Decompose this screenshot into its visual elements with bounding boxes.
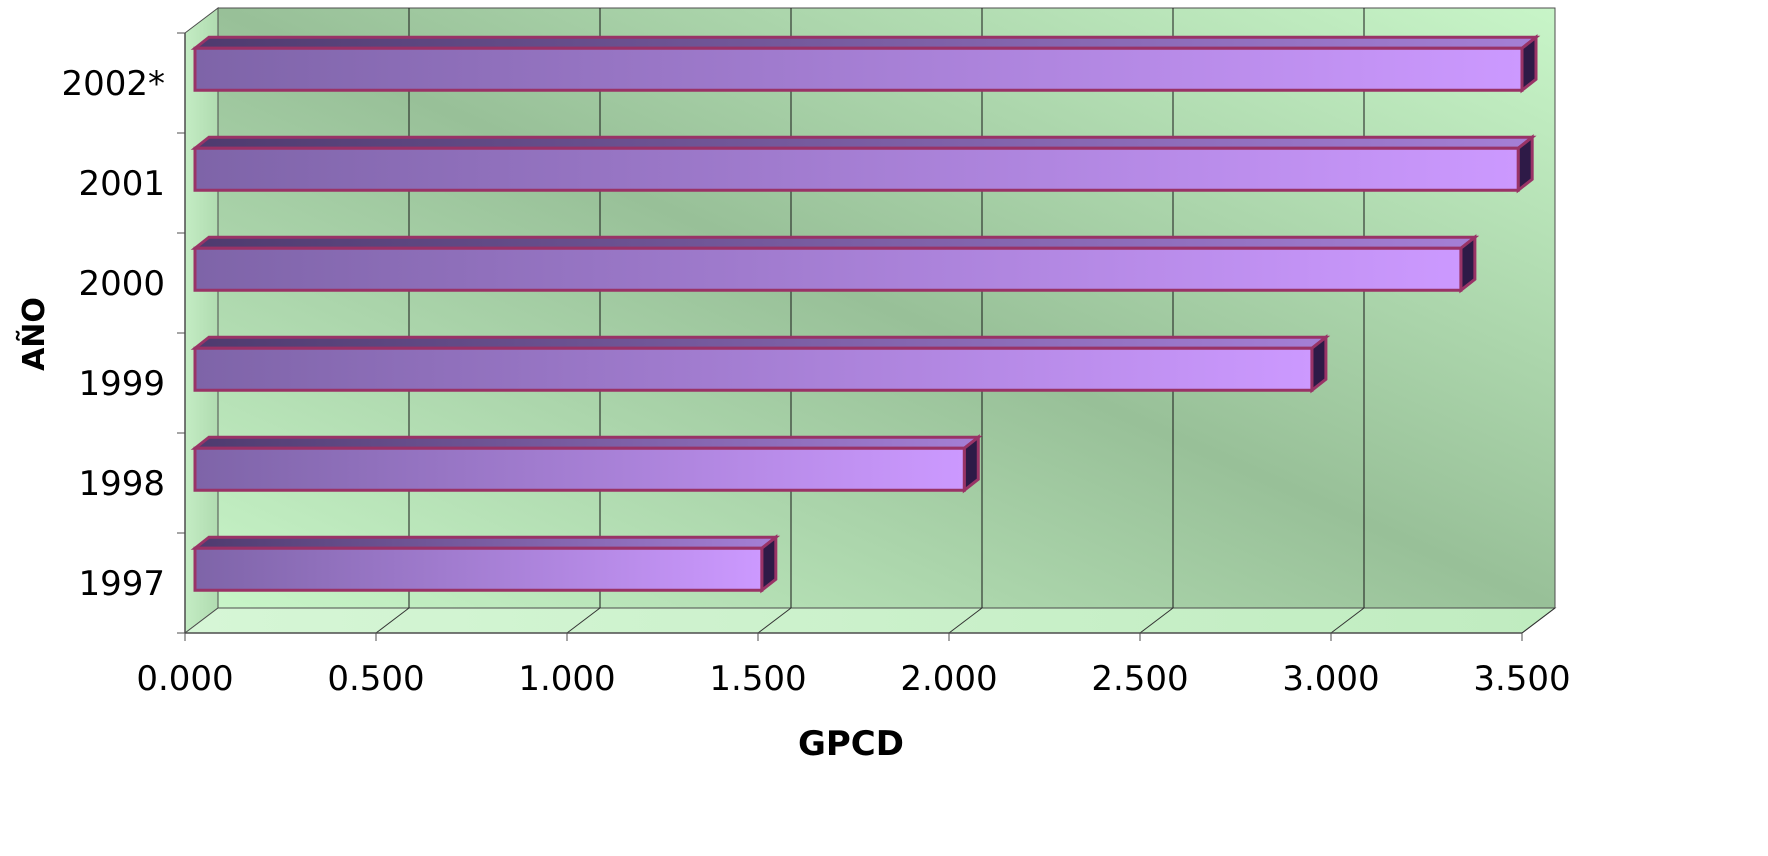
y-axis-title: AÑO bbox=[15, 297, 52, 371]
bar-2000 bbox=[190, 234, 1480, 294]
bar-top-face bbox=[190, 135, 1537, 150]
bar-end-face bbox=[760, 534, 778, 594]
bar-end-face bbox=[1516, 134, 1534, 194]
x-tick-label: 1.000 bbox=[518, 659, 615, 699]
floor-gridline bbox=[1330, 607, 1365, 634]
floor-gridline bbox=[1139, 607, 1174, 634]
plot-walls bbox=[183, 6, 1557, 635]
x-tick-label: 0.000 bbox=[136, 659, 233, 699]
bar-front-face bbox=[193, 546, 764, 592]
bar-front-face bbox=[193, 146, 1520, 192]
gridlines bbox=[375, 8, 1556, 634]
bar-front-face bbox=[193, 446, 966, 492]
bar-top-face bbox=[190, 535, 781, 550]
floor-gridline bbox=[948, 607, 983, 634]
bar-end-face bbox=[962, 434, 980, 494]
bar-top-face bbox=[190, 435, 983, 450]
bar-top-face bbox=[190, 235, 1480, 250]
bar-end-face bbox=[1520, 34, 1538, 94]
x-tick-label: 0.500 bbox=[327, 659, 424, 699]
x-tick-labels: 0.000 0.500 1.000 1.500 2.000 2.500 3.000 3.500 bbox=[136, 633, 1571, 699]
bar-top-face bbox=[190, 35, 1541, 50]
x-tick-label: 3.000 bbox=[1282, 659, 1379, 699]
x-axis-title: GPCD bbox=[798, 724, 904, 764]
back-wall bbox=[217, 7, 1556, 609]
bar-1997 bbox=[190, 534, 781, 594]
y-tick-label: 1998 bbox=[78, 464, 165, 504]
y-axis-ticks bbox=[177, 32, 185, 634]
y-tick-label: 1999 bbox=[78, 364, 165, 404]
x-tick-label: 2.500 bbox=[1091, 659, 1188, 699]
bar-end-face bbox=[1459, 234, 1477, 294]
bar-2001 bbox=[190, 134, 1537, 194]
y-tick-label: 2002* bbox=[61, 64, 165, 104]
y-tick-label: 2000 bbox=[78, 264, 165, 304]
x-tick-label: 1.500 bbox=[709, 659, 806, 699]
bar-front-face bbox=[193, 346, 1314, 392]
floor-gridline bbox=[566, 607, 601, 634]
x-tick-label: 3.500 bbox=[1473, 659, 1570, 699]
plot-floor bbox=[183, 607, 1557, 634]
bar-top-face bbox=[190, 335, 1331, 350]
bar-end-face bbox=[1310, 334, 1328, 394]
floor-gridline bbox=[757, 607, 792, 634]
bar-1999 bbox=[190, 334, 1331, 394]
y-tick-labels: 1997 1998 1999 2000 2001 2002* bbox=[61, 64, 165, 604]
bars bbox=[190, 34, 1541, 594]
y-tick-label: 1997 bbox=[78, 564, 165, 604]
floor-gridline bbox=[375, 607, 410, 634]
y-tick-label: 2001 bbox=[78, 164, 165, 204]
bar-front-face bbox=[193, 246, 1463, 292]
bar-2002* bbox=[190, 34, 1541, 94]
bar-front-face bbox=[193, 46, 1524, 92]
x-tick-label: 2.000 bbox=[900, 659, 997, 699]
floor-gridline bbox=[1521, 607, 1556, 634]
bar-1998 bbox=[190, 434, 983, 494]
